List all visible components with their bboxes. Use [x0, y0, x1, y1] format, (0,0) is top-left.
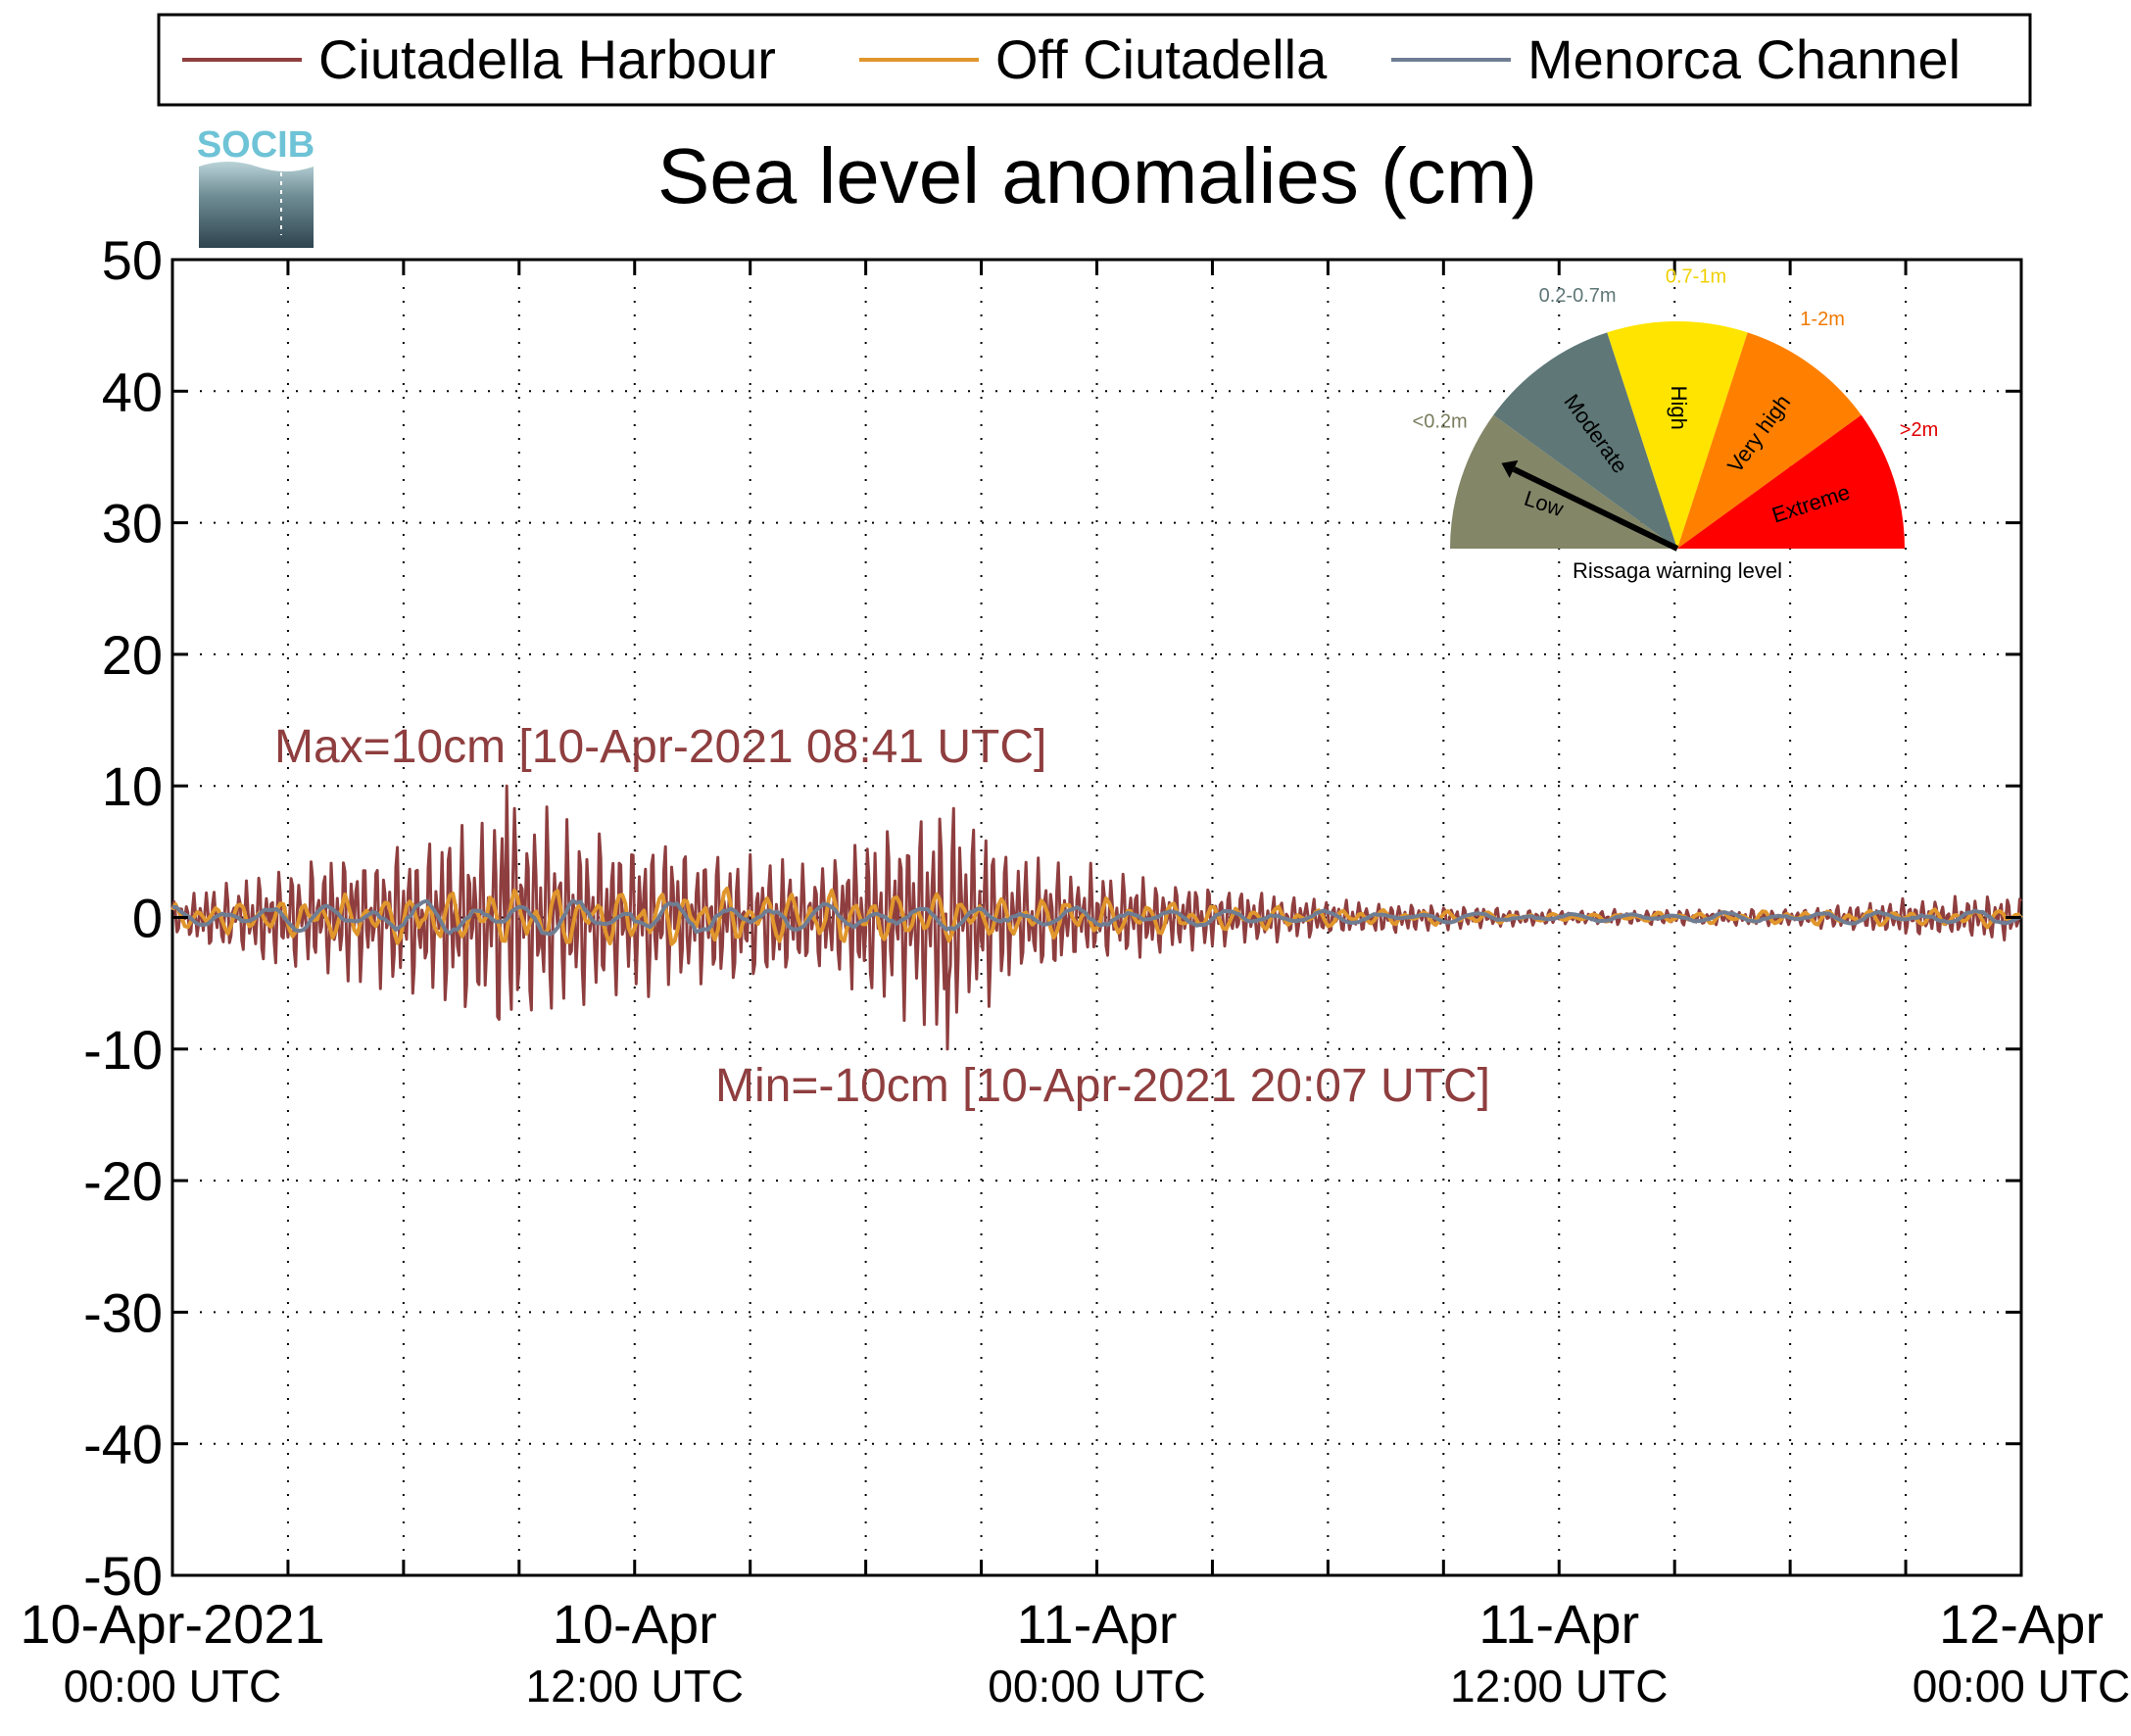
gauge-range-label: 0.2-0.7m [1539, 285, 1617, 307]
x-axis: 10-Apr-2021 00:00 UTC 10-Apr 12:00 UTC 11-Ap… [20, 260, 2130, 1712]
x-tick-label-time: 12:00 UTC [526, 1661, 744, 1712]
x-tick-label-time: 12:00 UTC [1450, 1661, 1668, 1712]
gauge-sector-very-high [1677, 332, 1862, 549]
series-line-menorca-channel [171, 898, 2022, 937]
y-tick-label: -40 [83, 1414, 163, 1475]
x-tick-label-time: 00:00 UTC [64, 1661, 281, 1712]
series-layer [170, 784, 2023, 1051]
socib-logo: SOCIB [197, 124, 315, 248]
max-annotation: Max=10cm [10-Apr-2021 08:41 UTC] [274, 721, 1046, 773]
x-tick-label-time: 00:00 UTC [1913, 1661, 2130, 1712]
legend-label-0: Ciutadella Harbour [318, 28, 776, 90]
y-tick-label: 30 [102, 493, 163, 555]
y-tick-label: -50 [83, 1545, 163, 1607]
gauge-needle-head [1501, 459, 1519, 478]
x-tick-label-date: 11-Apr [1478, 1593, 1639, 1655]
series-line-ciutadella-harbour [170, 784, 2023, 1051]
y-tick-label: 20 [102, 624, 163, 686]
gauge-sector-label: High [1667, 386, 1691, 430]
y-tick-label: -20 [83, 1150, 163, 1212]
gauge-needle [1512, 466, 1679, 552]
gauge-sector-extreme [1677, 414, 1905, 549]
legend: Ciutadella Harbour Off Ciutadella Menorc… [157, 13, 2032, 107]
x-tick-label-date: 12-Apr [1939, 1593, 2104, 1655]
gauge-title: Rissaga warning level [1573, 558, 1782, 583]
y-axis: -50 -40 -30 -20 -10 0 10 20 30 40 50 [83, 229, 2021, 1607]
chart-title: Sea level anomalies (cm) [657, 132, 1537, 219]
y-tick-label: 0 [132, 888, 163, 949]
gauge-sector-low [1450, 414, 1677, 549]
y-tick-label: -10 [83, 1019, 163, 1081]
legend-box [157, 13, 2032, 107]
x-tick-label-time: 00:00 UTC [988, 1661, 1205, 1712]
gauge-range-label: 1-2m [1800, 309, 1845, 330]
logo-text: SOCIB [197, 124, 315, 166]
y-tick-label: 40 [102, 361, 163, 422]
gauge-range-label: <0.2m [1413, 411, 1468, 433]
gauge-sector-high [1607, 321, 1748, 549]
y-tick-label: -30 [83, 1281, 163, 1343]
x-tick-label-date: 10-Apr [553, 1593, 717, 1655]
gauge-range-label: >2m [1900, 419, 1938, 441]
series-line-off-ciutadella [170, 887, 2023, 946]
x-tick-label-date: 10-Apr-2021 [20, 1593, 324, 1655]
legend-label-1: Off Ciutadella [995, 28, 1328, 90]
min-annotation: Min=-10cm [10-Apr-2021 20:07 UTC] [715, 1060, 1490, 1112]
y-tick-label: 10 [102, 755, 163, 817]
y-tick-label: 50 [102, 229, 163, 291]
gauge-range-label: 0.7-1m [1666, 266, 1726, 288]
legend-label-2: Menorca Channel [1527, 28, 1961, 90]
gauge-sector-moderate [1493, 332, 1677, 549]
x-tick-label-date: 11-Apr [1017, 1593, 1178, 1655]
